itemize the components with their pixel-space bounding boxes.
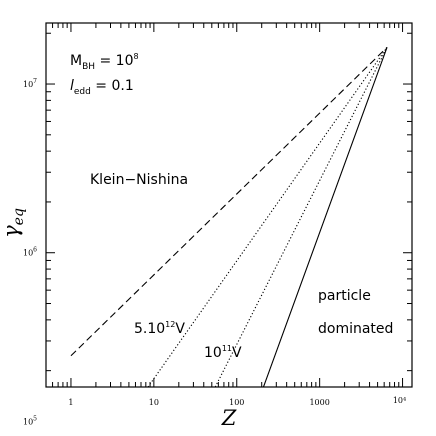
y-axis-title: γeq <box>0 208 27 238</box>
series-line-4-solid <box>262 47 388 388</box>
axis-tick-labels: 1 10 100 1000 10⁴ 106 107 105 <box>23 78 406 426</box>
ledd-annotation: ledd = 0.1 <box>70 78 134 97</box>
x-tick-label: 100 <box>229 398 244 407</box>
particle-label: particle <box>318 288 371 304</box>
series-line-1-dashed <box>70 46 388 357</box>
mbh-annotation: MBH = 108 <box>70 52 139 72</box>
series-group <box>70 46 388 388</box>
axis-ticks <box>45 23 412 387</box>
voltage-label-5e12: 5.1012V <box>134 320 185 337</box>
y-tick-label: 107 <box>23 78 37 89</box>
y-axis-title-sub: eq <box>11 208 27 225</box>
series-line-2-dotted <box>147 47 388 388</box>
voltage-label-1e11: 1011V <box>204 344 242 361</box>
x-tick-label: 10⁴ <box>393 396 406 405</box>
x-tick-label: 1000 <box>309 398 329 407</box>
x-tick-label: 10 <box>149 398 159 407</box>
y-tick-label: 105 <box>23 415 37 426</box>
x-tick-label: 1 <box>68 398 73 407</box>
klein-nishina-label: Klein−Nishina <box>90 172 188 188</box>
y-tick-label: 106 <box>23 247 37 258</box>
dominated-label: dominated <box>318 321 393 337</box>
series-line-3-dotted <box>214 47 388 388</box>
x-axis-title: Z <box>221 406 237 430</box>
